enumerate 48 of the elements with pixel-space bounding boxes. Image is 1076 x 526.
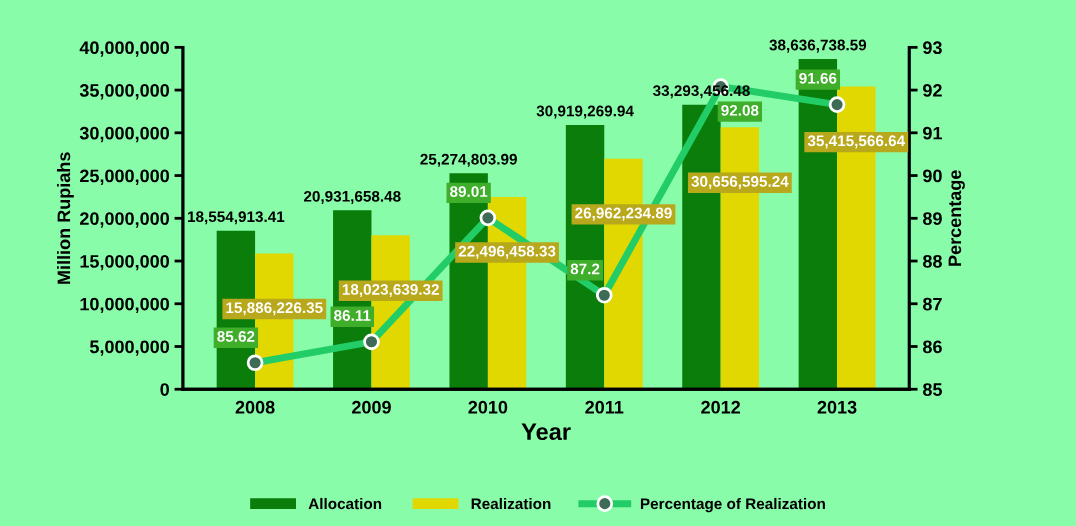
data-label: 87.2 bbox=[570, 263, 600, 275]
data-label: 85.62 bbox=[217, 331, 255, 342]
x-tick-label: 2012 bbox=[701, 400, 741, 414]
x-tick-label: 2008 bbox=[235, 400, 275, 414]
data-label: 25,274,803.99 bbox=[420, 153, 517, 167]
y-tick-label: 0 bbox=[160, 383, 169, 396]
data-label: 38,636,738.59 bbox=[769, 39, 867, 53]
data-label: 35,415,566.64 bbox=[807, 135, 906, 149]
legend-label: Percentage of Realization bbox=[640, 497, 825, 513]
x-tick-label: 2011 bbox=[585, 400, 624, 414]
y2-tick-label: 88 bbox=[922, 254, 942, 268]
y-tick-label: 40,000,000 bbox=[79, 41, 169, 57]
data-label: 30,656,595.24 bbox=[691, 176, 789, 190]
y-tick-label: 30,000,000 bbox=[79, 126, 169, 143]
y2-tick-label: 92 bbox=[923, 84, 942, 97]
x-tick-label: 2010 bbox=[468, 400, 508, 414]
x-tick-label: 2013 bbox=[817, 400, 857, 414]
y2-tick-label: 89 bbox=[922, 212, 942, 226]
y2-tick-label: 85 bbox=[922, 383, 942, 396]
y2-tick-label: 87 bbox=[922, 297, 942, 311]
y2-tick-label: 93 bbox=[923, 41, 942, 55]
data-label: 86.11 bbox=[334, 310, 371, 321]
y-tick-label: 15,000,000 bbox=[80, 254, 169, 271]
y-axis-title: Million Rupiahs bbox=[56, 152, 74, 284]
y2-axis-title: Percentage bbox=[948, 170, 965, 266]
data-label: 92.08 bbox=[721, 104, 759, 116]
data-label: 18,023,639.32 bbox=[342, 284, 439, 298]
data-label: 91.66 bbox=[799, 72, 837, 84]
data-label: 18,554,913.41 bbox=[188, 211, 285, 225]
y-tick-label: 35,000,000 bbox=[79, 84, 169, 100]
y2-tick-label: 86 bbox=[922, 340, 942, 354]
legend-label: Allocation bbox=[308, 497, 382, 510]
y-tick-label: 25,000,000 bbox=[80, 169, 169, 185]
x-axis-title: Year bbox=[521, 423, 571, 441]
data-label: 15,886,226.35 bbox=[226, 302, 323, 316]
y2-tick-label: 91 bbox=[923, 126, 942, 140]
data-label: 33,293,456.48 bbox=[652, 85, 750, 99]
y-tick-label: 20,000,000 bbox=[80, 212, 169, 228]
y-tick-label: 5,000,000 bbox=[89, 340, 169, 356]
legend-label: Realization bbox=[471, 497, 551, 510]
data-label: 26,962,234.89 bbox=[575, 207, 672, 221]
data-label: 22,496,458.33 bbox=[458, 245, 556, 259]
data-label: 89.01 bbox=[450, 186, 488, 197]
x-tick-label: 2009 bbox=[352, 400, 391, 414]
data-label: 30,919,269.94 bbox=[536, 105, 634, 119]
data-label: 20,931,658.48 bbox=[303, 190, 401, 204]
y2-tick-label: 90 bbox=[923, 169, 942, 183]
y-tick-label: 10,000,000 bbox=[80, 297, 169, 314]
